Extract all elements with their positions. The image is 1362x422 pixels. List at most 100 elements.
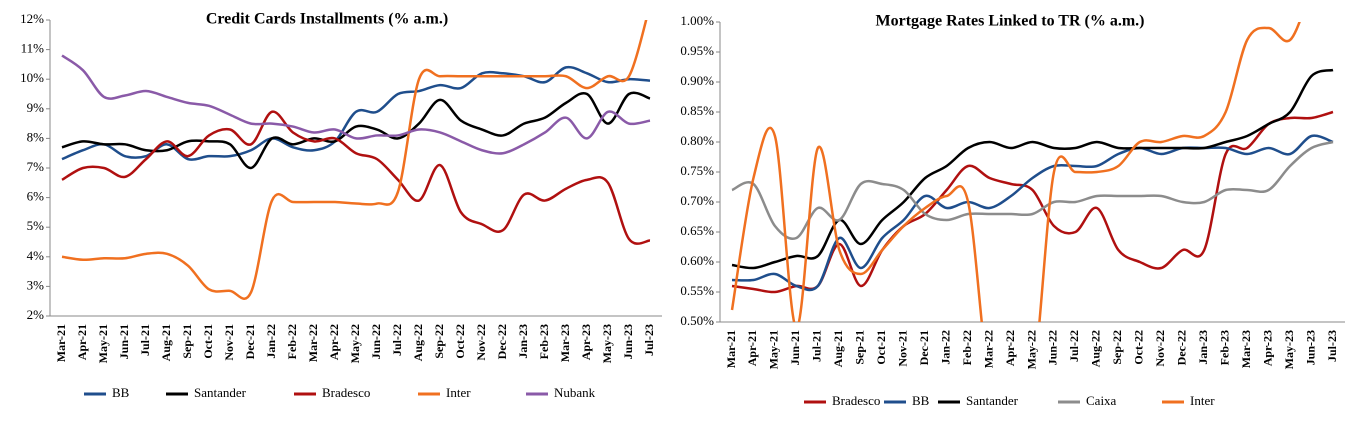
x-tick-label: Apr-21 (75, 324, 89, 360)
x-tick-label: Jun-22 (1046, 330, 1060, 365)
legend-label: Nubank (554, 385, 596, 400)
x-tick-label: Jun-22 (369, 324, 383, 359)
x-tick-label: Nov-22 (474, 324, 488, 361)
y-tick-label: 0.85% (680, 103, 714, 118)
x-tick-label: Jun-23 (1303, 330, 1317, 365)
x-tick-label: Jan-22 (938, 330, 952, 365)
x-tick-label: Jul-23 (1325, 330, 1339, 362)
y-tick-label: 4% (27, 248, 45, 263)
legend-label: Inter (1190, 393, 1215, 408)
x-tick-label: Feb-22 (960, 330, 974, 365)
y-tick-label: 10% (20, 70, 44, 85)
y-tick-label: 8% (27, 129, 45, 144)
x-tick-label: May-22 (1024, 330, 1038, 369)
line-series (61, 20, 648, 300)
x-tick-label: Apr-23 (579, 324, 593, 360)
x-tick-label: Sep-22 (432, 324, 446, 359)
y-tick-label: 5% (27, 218, 45, 233)
x-tick-label: Feb-23 (1217, 330, 1231, 365)
legend-label: Inter (446, 385, 471, 400)
x-tick-label: Aug-21 (831, 330, 845, 367)
x-tick-label: Apr-21 (745, 330, 759, 366)
x-tick-label: Feb-22 (285, 324, 299, 359)
x-tick-label: Jul-21 (810, 330, 824, 362)
x-tick-label: Dec-21 (243, 324, 257, 359)
x-tick-label: Aug-22 (411, 324, 425, 361)
legend-label: Bradesco (322, 385, 370, 400)
legend-label: Caixa (1086, 393, 1117, 408)
line-series (731, 68, 1334, 270)
x-tick-label: Nov-21 (895, 330, 909, 367)
legend-label: BB (912, 393, 930, 408)
x-tick-label: Mar-23 (1239, 330, 1253, 368)
x-tick-label: Oct-22 (1132, 330, 1146, 365)
x-tick-label: May-21 (767, 330, 781, 369)
y-tick-label: 0.75% (680, 163, 714, 178)
legend-label: Bradesco (832, 393, 880, 408)
x-tick-label: Sep-22 (1110, 330, 1124, 365)
y-tick-label: 7% (27, 159, 45, 174)
y-tick-label: 6% (27, 189, 45, 204)
y-tick-label: 0.80% (680, 133, 714, 148)
legend-label: Santander (194, 385, 247, 400)
x-tick-label: Nov-22 (1153, 330, 1167, 367)
y-tick-label: 11% (21, 41, 45, 56)
y-tick-label: 12% (20, 11, 44, 26)
x-tick-label: Oct-21 (874, 330, 888, 365)
x-tick-label: Mar-21 (724, 330, 738, 368)
y-tick-label: 0.60% (680, 253, 714, 268)
legend-label: BB (112, 385, 130, 400)
x-tick-label: May-22 (348, 324, 362, 363)
x-tick-label: Oct-22 (453, 324, 467, 359)
x-tick-label: Feb-23 (537, 324, 551, 359)
y-tick-label: 0.55% (680, 283, 714, 298)
legend-label: Santander (966, 393, 1019, 408)
y-tick-label: 3% (27, 277, 45, 292)
x-tick-label: Mar-23 (558, 324, 572, 362)
x-tick-label: May-21 (96, 324, 110, 363)
x-tick-label: Jul-21 (138, 324, 152, 356)
x-tick-label: Oct-21 (201, 324, 215, 359)
y-tick-label: 0.65% (680, 223, 714, 238)
x-tick-label: Dec-22 (495, 324, 509, 359)
x-tick-label: Jan-23 (1196, 330, 1210, 365)
line-series (730, 22, 1301, 322)
chart-title: Mortgage Rates Linked to TR (% a.m.) (875, 13, 1144, 30)
y-tick-label: 0.95% (680, 43, 714, 58)
y-tick-label: 9% (27, 100, 45, 115)
y-tick-label: 0.90% (680, 73, 714, 88)
x-tick-label: May-23 (600, 324, 614, 363)
x-tick-label: Dec-21 (917, 330, 931, 365)
x-tick-label: Mar-22 (306, 324, 320, 362)
x-tick-label: Apr-23 (1260, 330, 1274, 366)
x-tick-label: Jul-23 (642, 324, 656, 356)
x-tick-label: Apr-22 (1003, 330, 1017, 366)
y-tick-label: 0.50% (680, 313, 714, 328)
chart-title: Credit Cards Installments (% a.m.) (206, 11, 448, 28)
y-tick-label: 1.00% (680, 13, 714, 28)
x-tick-label: Mar-21 (54, 324, 68, 362)
x-tick-label: Jun-23 (621, 324, 635, 359)
x-tick-label: Aug-21 (159, 324, 173, 361)
x-tick-label: Sep-21 (853, 330, 867, 365)
x-tick-label: Jun-21 (117, 324, 131, 359)
line-series (61, 91, 651, 170)
line-series (731, 110, 1334, 294)
x-tick-label: Jan-23 (516, 324, 530, 359)
x-tick-label: Jul-22 (390, 324, 404, 356)
x-tick-label: Mar-22 (981, 330, 995, 368)
y-tick-label: 2% (27, 307, 45, 322)
x-tick-label: Apr-22 (327, 324, 341, 360)
x-tick-label: Nov-21 (222, 324, 236, 361)
x-tick-label: Sep-21 (180, 324, 194, 359)
x-tick-label: Jan-22 (264, 324, 278, 359)
line-series (61, 65, 651, 161)
y-tick-label: 0.70% (680, 193, 714, 208)
x-tick-label: Jun-21 (788, 330, 802, 365)
x-tick-label: Aug-22 (1089, 330, 1103, 367)
x-tick-label: May-23 (1282, 330, 1296, 369)
line-series (731, 134, 1334, 292)
x-tick-label: Dec-22 (1175, 330, 1189, 365)
line-series (61, 110, 651, 245)
